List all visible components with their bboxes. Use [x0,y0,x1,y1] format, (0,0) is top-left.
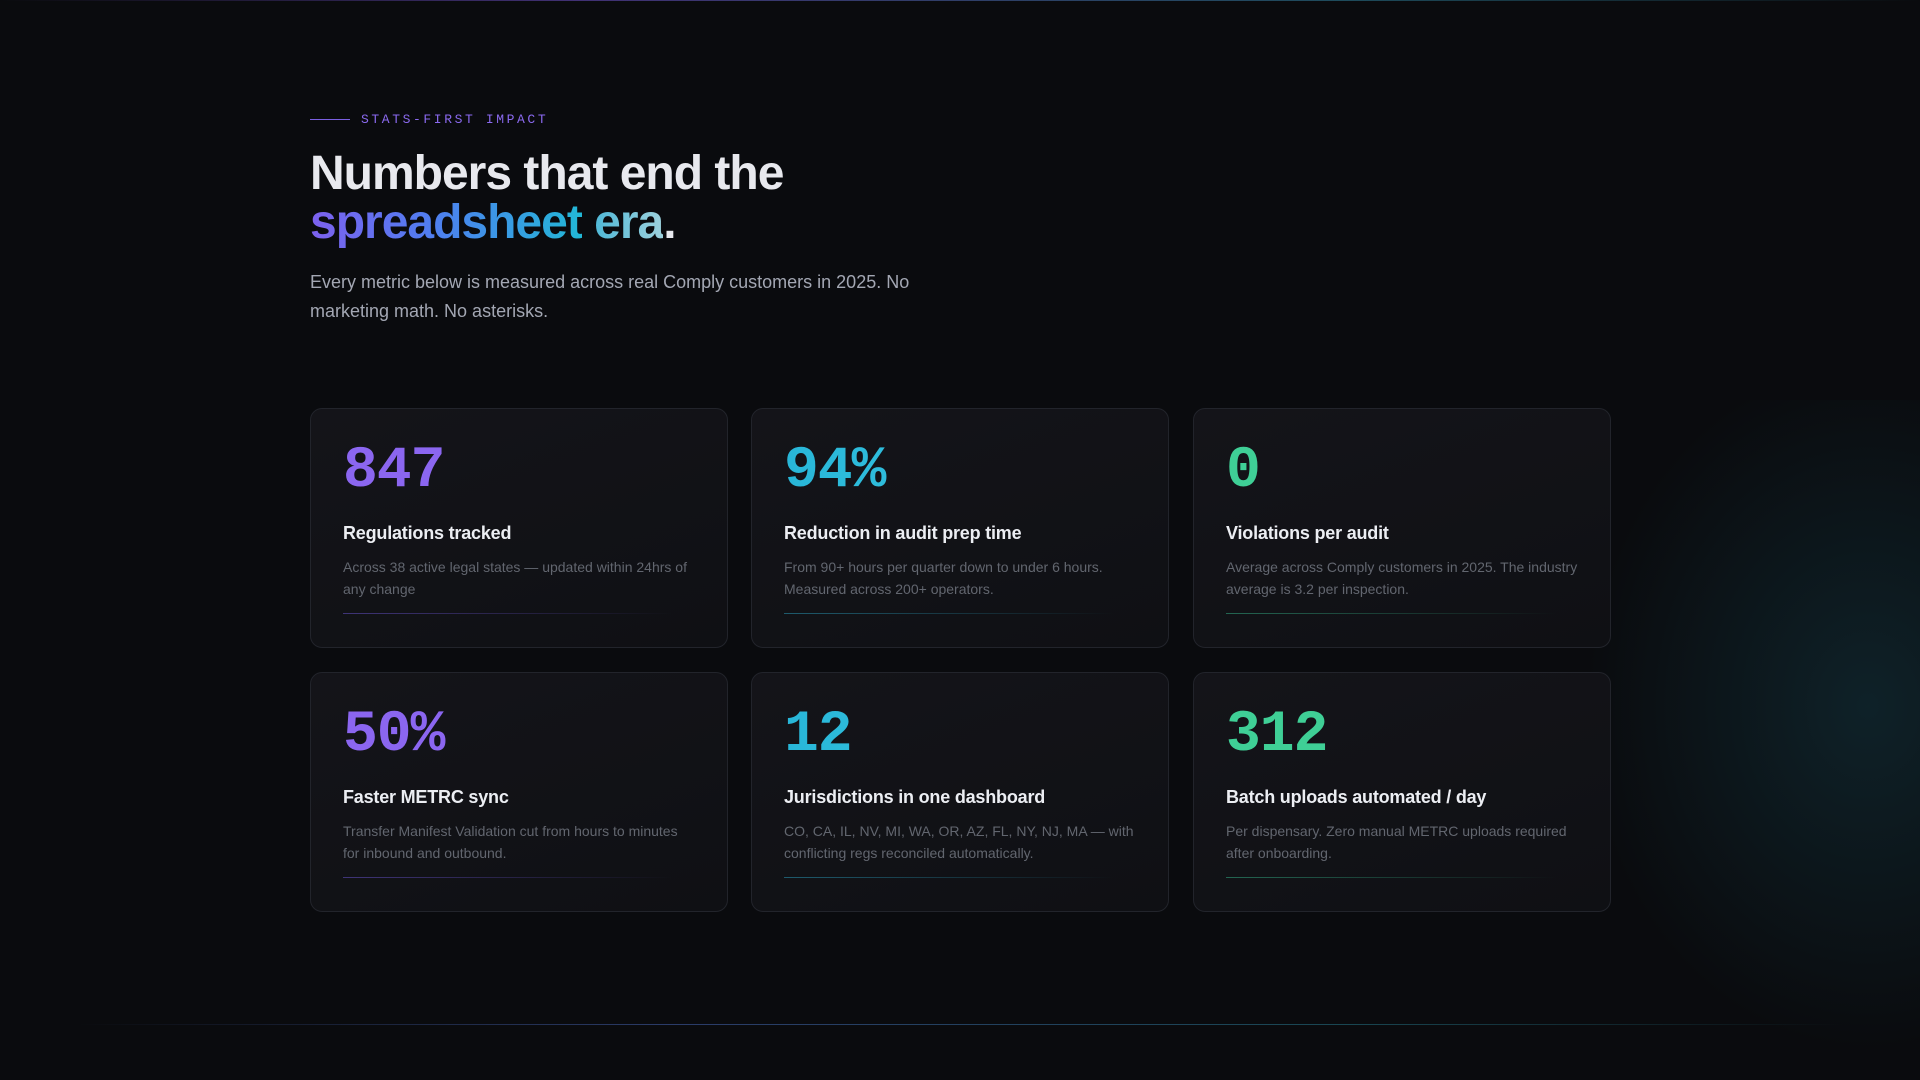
stat-label: Violations per audit [1226,523,1389,543]
title-period: . [663,196,676,249]
card-divider [343,877,673,878]
title-highlight-word: spreadsheet [310,196,583,249]
stat-description: Per dispensary. Zero manual METRC upload… [1226,823,1567,861]
eyebrow: STATS-FIRST IMPACT [310,112,1010,127]
stat-description: CO, CA, IL, NV, MI, WA, OR, AZ, FL, NY, … [784,823,1134,861]
stat-value: 847 [343,439,445,504]
stat-description: Across 38 active legal states — updated … [343,559,687,597]
stat-value: 50% [343,703,445,768]
stat-label: Faster METRC sync [343,787,509,807]
eyebrow-rule [310,119,350,120]
page-title: Numbers that end the spreadsheet era. [310,149,1010,247]
stat-description: From 90+ hours per quarter down to under… [784,559,1103,597]
stat-description: Transfer Manifest Validation cut from ho… [343,823,678,861]
stat-value: 312 [1226,703,1328,768]
stat-card-audit-prep: 94% Reduction in audit prep time From 90… [751,408,1169,648]
title-highlight-word-2: era [594,196,664,249]
stat-label: Regulations tracked [343,523,512,543]
card-divider [1226,613,1556,614]
page-subtitle: Every metric below is measured across re… [310,272,910,321]
background-glow [1560,400,1920,1080]
top-divider [0,0,1920,1]
stat-value: 12 [784,705,1136,767]
stat-card-batch-uploads: 312 Batch uploads automated / day Per di… [1193,672,1611,912]
stat-label: Reduction in audit prep time [784,523,1022,543]
card-divider [784,877,1114,878]
section-header: STATS-FIRST IMPACT Numbers that end the … [310,112,1010,326]
stat-label: Jurisdictions in one dashboard [784,787,1046,807]
stat-value: 94% [784,441,1136,503]
card-divider [784,613,1114,614]
stat-card-violations: 0 Violations per audit Average across Co… [1193,408,1611,648]
stat-card-metrc-sync: 50% Faster METRC sync Transfer Manifest … [310,672,728,912]
stat-label: Batch uploads automated / day [1226,787,1487,807]
stat-card-regulations: 847 Regulations tracked Across 38 active… [310,408,728,648]
stat-card-jurisdictions: 12 Jurisdictions in one dashboard CO, CA… [751,672,1169,912]
card-divider [343,613,673,614]
card-divider [1226,877,1556,878]
stat-description: Average across Comply customers in 2025.… [1226,559,1578,597]
eyebrow-text: STATS-FIRST IMPACT [361,112,549,127]
title-line-1: Numbers that end the [310,147,784,200]
stat-value: 0 [1226,439,1261,504]
bottom-divider [0,1024,1920,1025]
